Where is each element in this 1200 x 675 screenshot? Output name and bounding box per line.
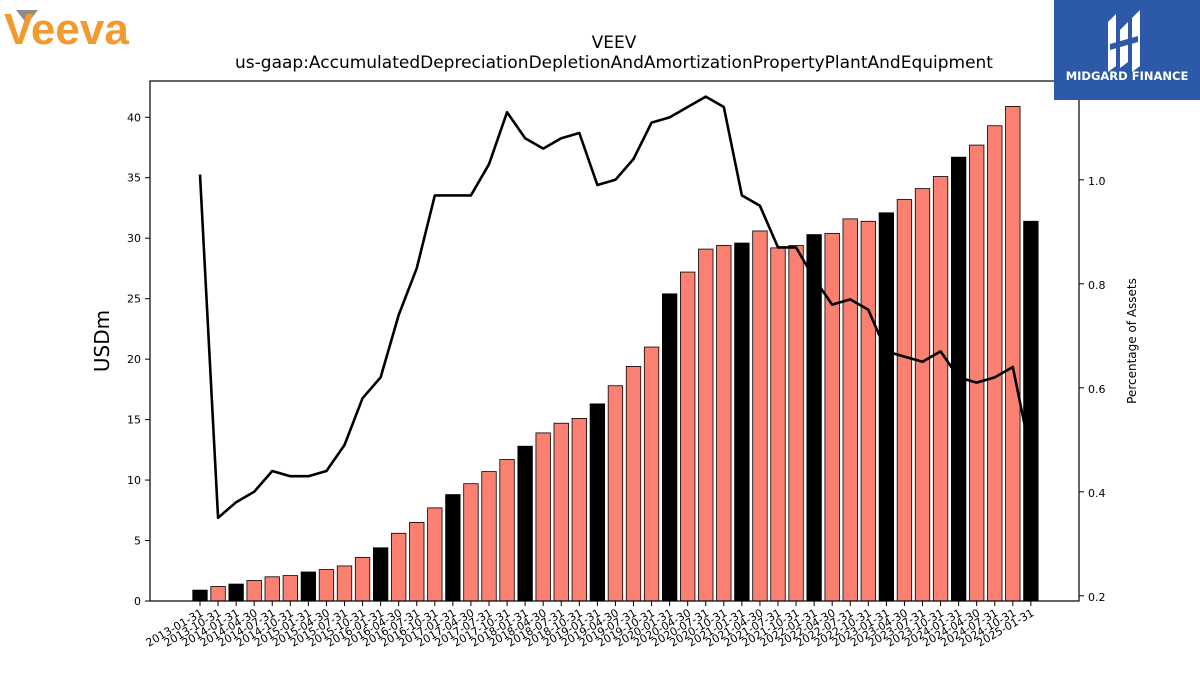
- midgard-logo: MIDGARD FINANCE: [1054, 0, 1200, 100]
- bar-2016-01-31: [372, 547, 389, 602]
- bar-2022-07-31: [842, 218, 858, 602]
- bar-2023-04-30: [896, 199, 913, 602]
- bar-2020-04-30: [680, 271, 696, 602]
- bar-2014-07-31: [264, 576, 280, 602]
- y2-tick-label: 0.6: [1088, 383, 1106, 396]
- chart-subtitle: us-gaap:AccumulatedDepreciationDepletion…: [235, 53, 993, 73]
- bar-2021-04-30: [752, 230, 768, 602]
- bar-2013-10-31: [210, 586, 226, 602]
- bar-2018-01-31: [517, 445, 533, 602]
- bar-group: [192, 105, 1039, 602]
- y-tick-label: 35: [127, 172, 141, 185]
- percentage-line: [198, 95, 1033, 520]
- y2-tick-label: 0.2: [1088, 591, 1106, 604]
- bar-2021-10-31: [788, 245, 804, 602]
- y2-axis-label: Percentage of Assets: [1125, 278, 1139, 404]
- y-tick-label: 40: [127, 111, 141, 124]
- bar-2016-10-31: [427, 507, 443, 602]
- bar-2015-10-31: [354, 557, 371, 602]
- bar-2014-04-30: [246, 580, 262, 602]
- y-tick-label: 10: [127, 474, 141, 487]
- bar-2015-01-31: [300, 571, 317, 602]
- chart-title: VEEV: [592, 33, 637, 53]
- bar-2022-10-31: [860, 220, 876, 602]
- bar-2018-07-31: [553, 422, 569, 602]
- y-axis-label: USDm: [90, 310, 114, 372]
- logo-triangle-icon: [16, 10, 38, 24]
- bar-2017-04-30: [463, 483, 479, 602]
- bar-2020-07-31: [698, 248, 714, 602]
- bar-2018-10-31: [571, 417, 587, 602]
- midgard-logo-text: MIDGARD FINANCE: [1065, 69, 1189, 83]
- bar-2019-04-30: [607, 385, 624, 602]
- bar-2025-01-31: [1023, 220, 1039, 602]
- bar-2014-01-31: [228, 583, 244, 602]
- bar-2021-07-31: [770, 247, 786, 602]
- bar-2024-07-31: [987, 125, 1003, 602]
- x-axis: 2013-01-312013-10-312014-01-312014-04-30…: [144, 601, 1036, 650]
- midgard-emblem-icon: [1108, 10, 1140, 72]
- bar-2017-01-31: [445, 494, 461, 602]
- bar-2023-01-31: [878, 212, 895, 602]
- bar-2022-04-30: [824, 232, 840, 602]
- y-tick-label: 0: [134, 595, 141, 608]
- bar-2017-10-31: [499, 459, 515, 602]
- bar-2019-07-31: [625, 365, 642, 602]
- bar-2017-07-31: [481, 471, 497, 602]
- bar-2016-07-31: [409, 521, 425, 602]
- bar-2013-01-31: [192, 589, 208, 602]
- y-tick-label: 20: [127, 353, 141, 366]
- bar-2020-01-31: [661, 293, 678, 602]
- y-tick-label: 30: [127, 232, 141, 245]
- bar-2022-01-31: [806, 234, 822, 602]
- y-tick-label: 5: [134, 535, 141, 548]
- bar-2016-04-30: [391, 532, 407, 602]
- y-tick-label: 25: [127, 293, 141, 306]
- y2-axis: 0.2 0.4 0.6 0.8 1.0: [1079, 175, 1106, 604]
- bar-2019-01-31: [589, 403, 606, 602]
- line-group: [198, 95, 1033, 520]
- bar-2015-04-30: [318, 569, 335, 602]
- veeva-logo-text: Veeva: [4, 5, 129, 48]
- bar-2014-10-31: [282, 575, 298, 602]
- bar-2020-10-31: [716, 245, 732, 602]
- bar-2018-04-30: [535, 432, 551, 602]
- y2-tick-label: 0.8: [1088, 279, 1106, 292]
- bar-2021-01-31: [734, 242, 750, 602]
- bar-2023-07-31: [914, 188, 931, 602]
- bar-2023-10-31: [932, 176, 949, 602]
- y2-tick-label: 0.4: [1088, 487, 1106, 500]
- bar-2015-07-31: [336, 565, 353, 602]
- plot-frame: [149, 80, 1080, 602]
- y-tick-label: 15: [127, 414, 141, 427]
- bar-2024-10-31: [1005, 105, 1021, 602]
- bar-2019-10-31: [643, 346, 660, 602]
- y-axis: 0 5 10 15 20 25 30 35 40: [127, 111, 150, 608]
- veeva-logo: Veeva: [4, 5, 129, 48]
- y2-tick-label: 1.0: [1088, 175, 1106, 188]
- bar-2024-04-30: [969, 144, 985, 602]
